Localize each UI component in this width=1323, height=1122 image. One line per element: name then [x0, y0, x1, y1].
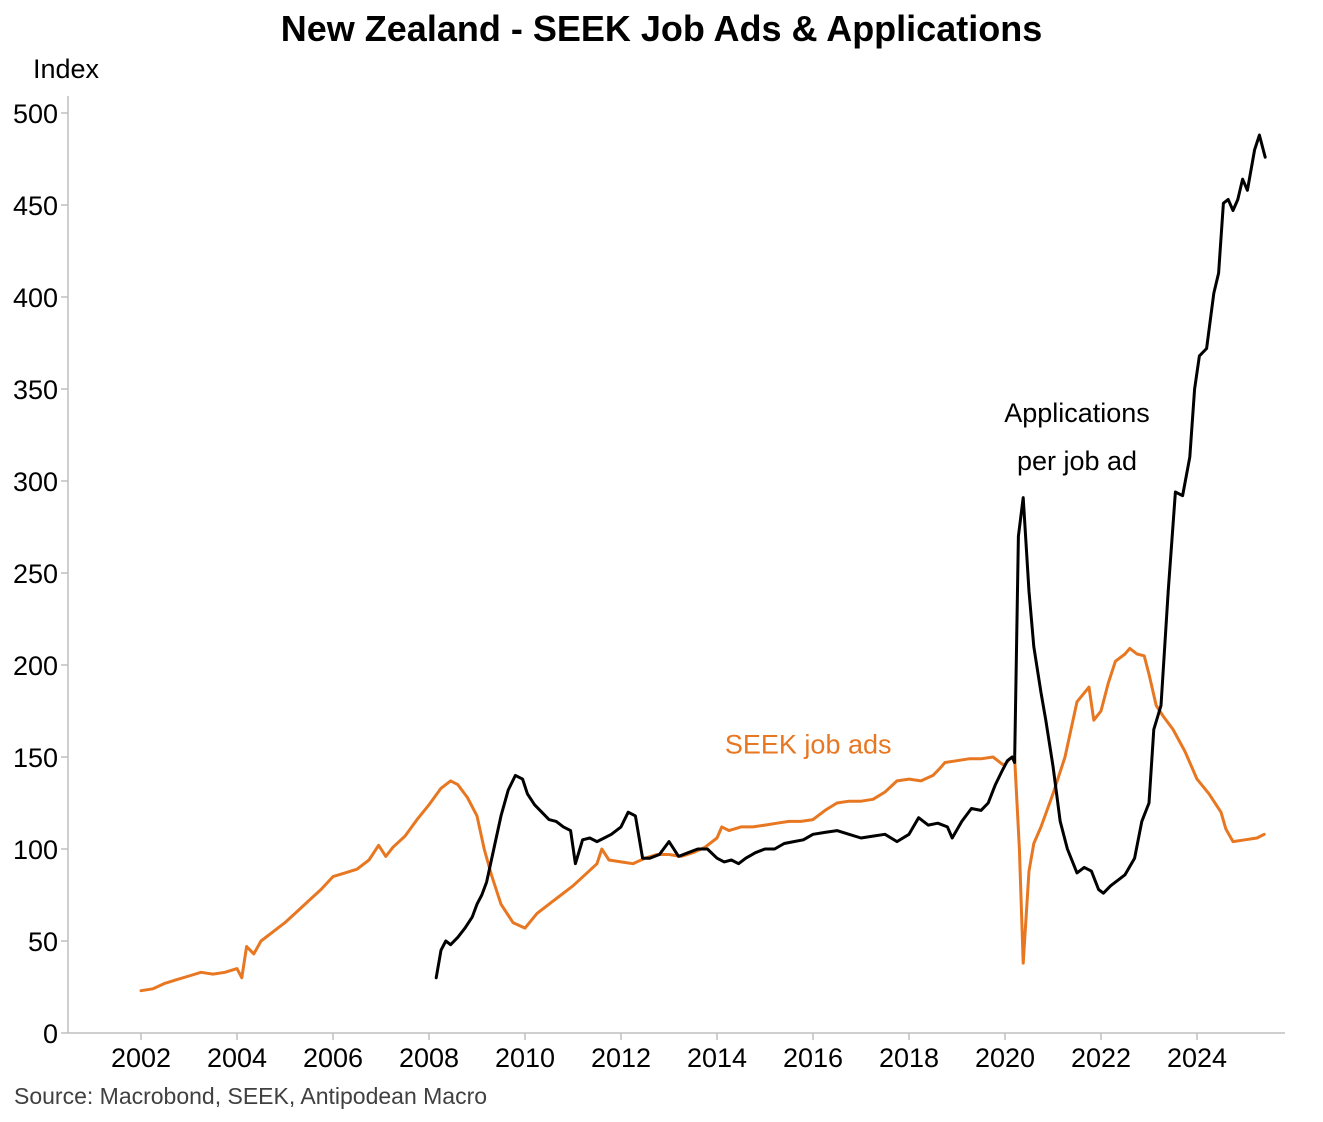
series-line-1 — [434, 133, 1267, 980]
x-tick-label: 2006 — [303, 1043, 363, 1073]
series-annotation: SEEK job ads — [725, 729, 892, 759]
y-tick-label: 100 — [13, 835, 58, 865]
source-note: Source: Macrobond, SEEK, Antipodean Macr… — [14, 1083, 488, 1109]
y-tick-label: 500 — [13, 99, 58, 129]
series-annotations: SEEK job ads Applications per job ad — [725, 398, 1150, 759]
x-tick-label: 2008 — [399, 1043, 459, 1073]
axes: 0 50 100 150 200 250 300 350 400 450 500 2002 2004 20… — [13, 96, 1285, 1073]
chart-title: New Zealand - SEEK Job Ads & Application… — [280, 8, 1043, 49]
y-tick-label: 150 — [13, 743, 58, 773]
x-tick-label: 2024 — [1167, 1043, 1227, 1073]
series-lines — [139, 133, 1267, 993]
x-tick-label: 2004 — [207, 1043, 267, 1073]
y-tick-label: 50 — [28, 927, 58, 957]
series-line-0 — [139, 646, 1266, 993]
y-tick-label: 0 — [43, 1019, 58, 1049]
series-annotation: per job ad — [1017, 446, 1137, 476]
x-tick-label: 2020 — [975, 1043, 1035, 1073]
y-axis-unit-label: Index — [33, 54, 100, 84]
y-tick-label: 400 — [13, 283, 58, 313]
x-tick-label: 2014 — [687, 1043, 747, 1073]
x-tick-label: 2002 — [111, 1043, 171, 1073]
x-tick-label: 2022 — [1071, 1043, 1131, 1073]
y-tick-label: 450 — [13, 191, 58, 221]
y-tick-label: 350 — [13, 375, 58, 405]
x-tick-label: 2012 — [591, 1043, 651, 1073]
y-tick-label: 250 — [13, 559, 58, 589]
y-tick-label: 200 — [13, 651, 58, 681]
series-annotation: Applications — [1004, 398, 1150, 428]
x-tick-label: 2016 — [783, 1043, 843, 1073]
y-tick-label: 300 — [13, 467, 58, 497]
x-tick-label: 2010 — [495, 1043, 555, 1073]
x-tick-label: 2018 — [879, 1043, 939, 1073]
